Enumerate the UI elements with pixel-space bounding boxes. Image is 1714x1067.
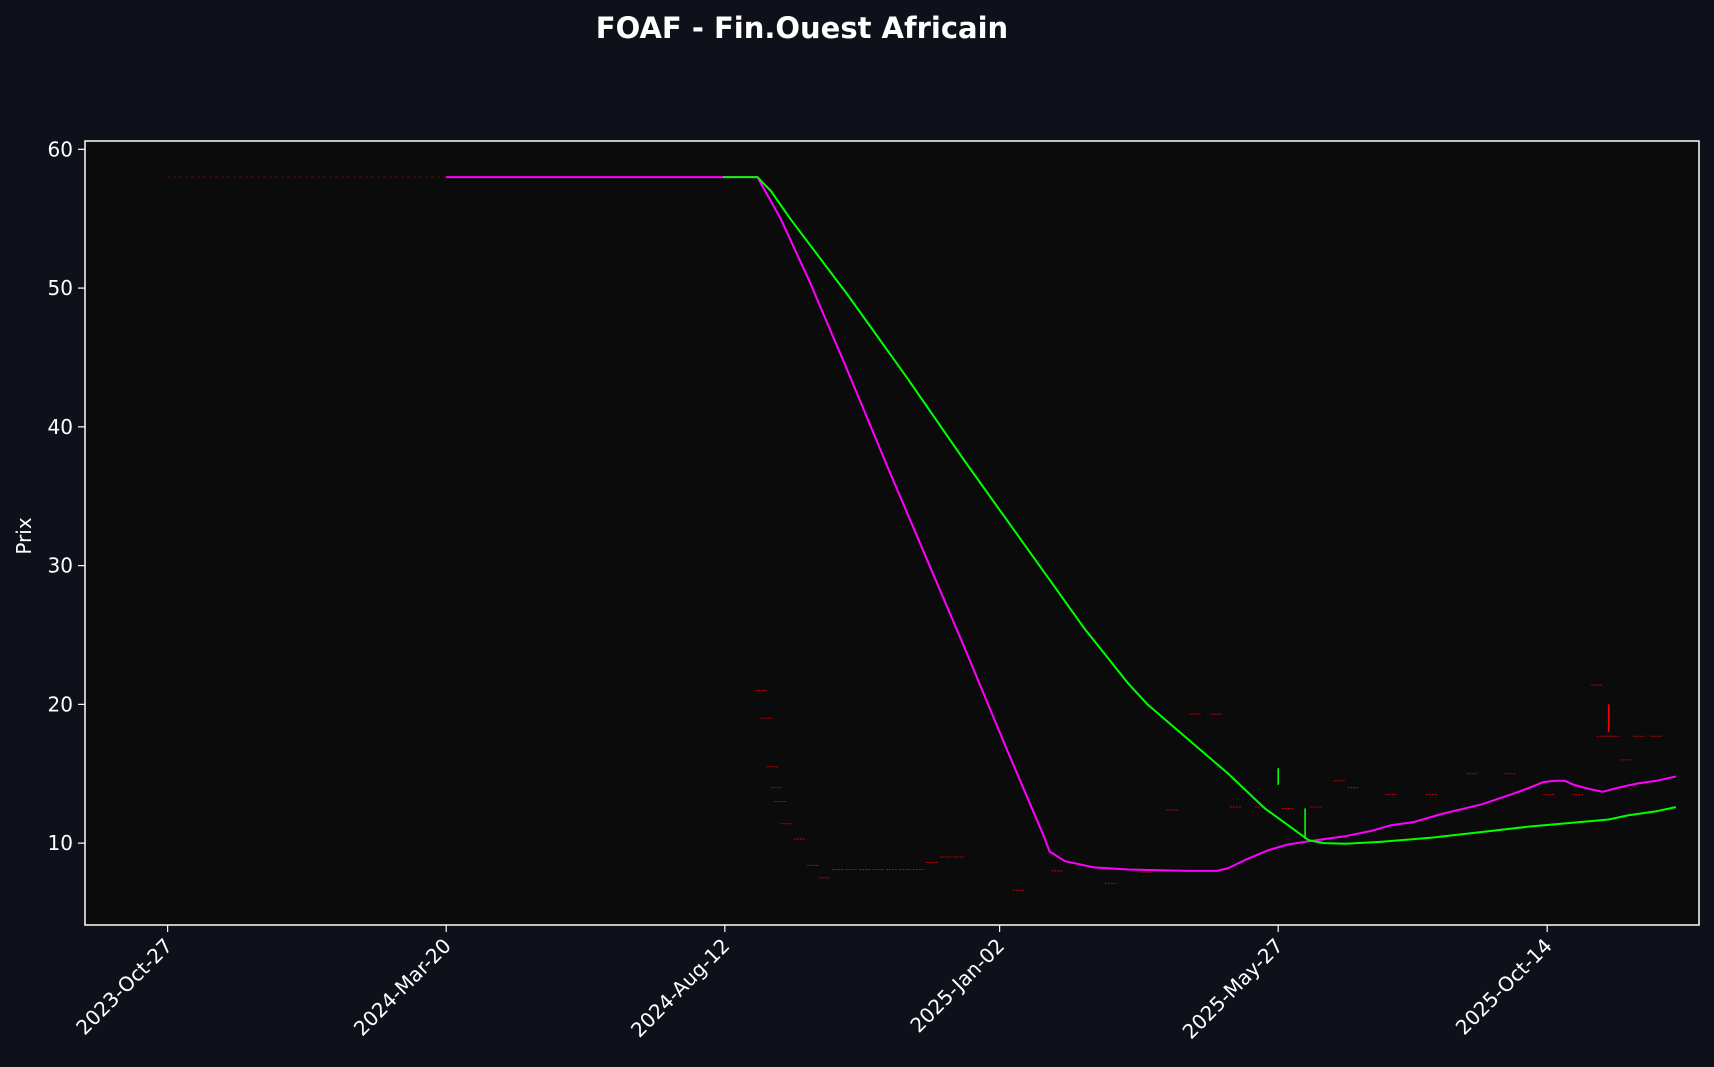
series-layer (446, 176, 1677, 872)
series-line-1 (722, 176, 1677, 845)
y-axis: 10 20 30 40 50 60 (48, 137, 85, 855)
x-tick-label: 2025-Jan-02 (905, 934, 1009, 1038)
x-tick-label: 2025-May-27 (1178, 934, 1288, 1044)
y-tick-label: 60 (48, 137, 73, 161)
y-tick-label: 50 (48, 276, 73, 300)
x-tick-label: 2023-Oct-27 (71, 934, 177, 1040)
y-tick-label: 20 (48, 692, 73, 716)
chart-title: FOAF - Fin.Ouest Africain (596, 11, 1008, 45)
x-tick-label: 2025-Oct-14 (1451, 934, 1557, 1040)
x-axis: 2023-Oct-27 2024-Mar-20 2024-Aug-12 2025-Ja… (71, 925, 1557, 1044)
x-tick-label: 2024-Aug-12 (626, 934, 734, 1042)
candle-layer (755, 684, 1663, 891)
series-line-0 (446, 176, 1677, 872)
plot-area (84, 140, 1700, 926)
y-tick-label: 30 (48, 554, 73, 578)
x-tick-label: 2024-Mar-20 (349, 934, 456, 1041)
y-axis-label: Prix (12, 517, 36, 554)
y-tick-label: 40 (48, 415, 73, 439)
y-tick-label: 10 (48, 831, 73, 855)
